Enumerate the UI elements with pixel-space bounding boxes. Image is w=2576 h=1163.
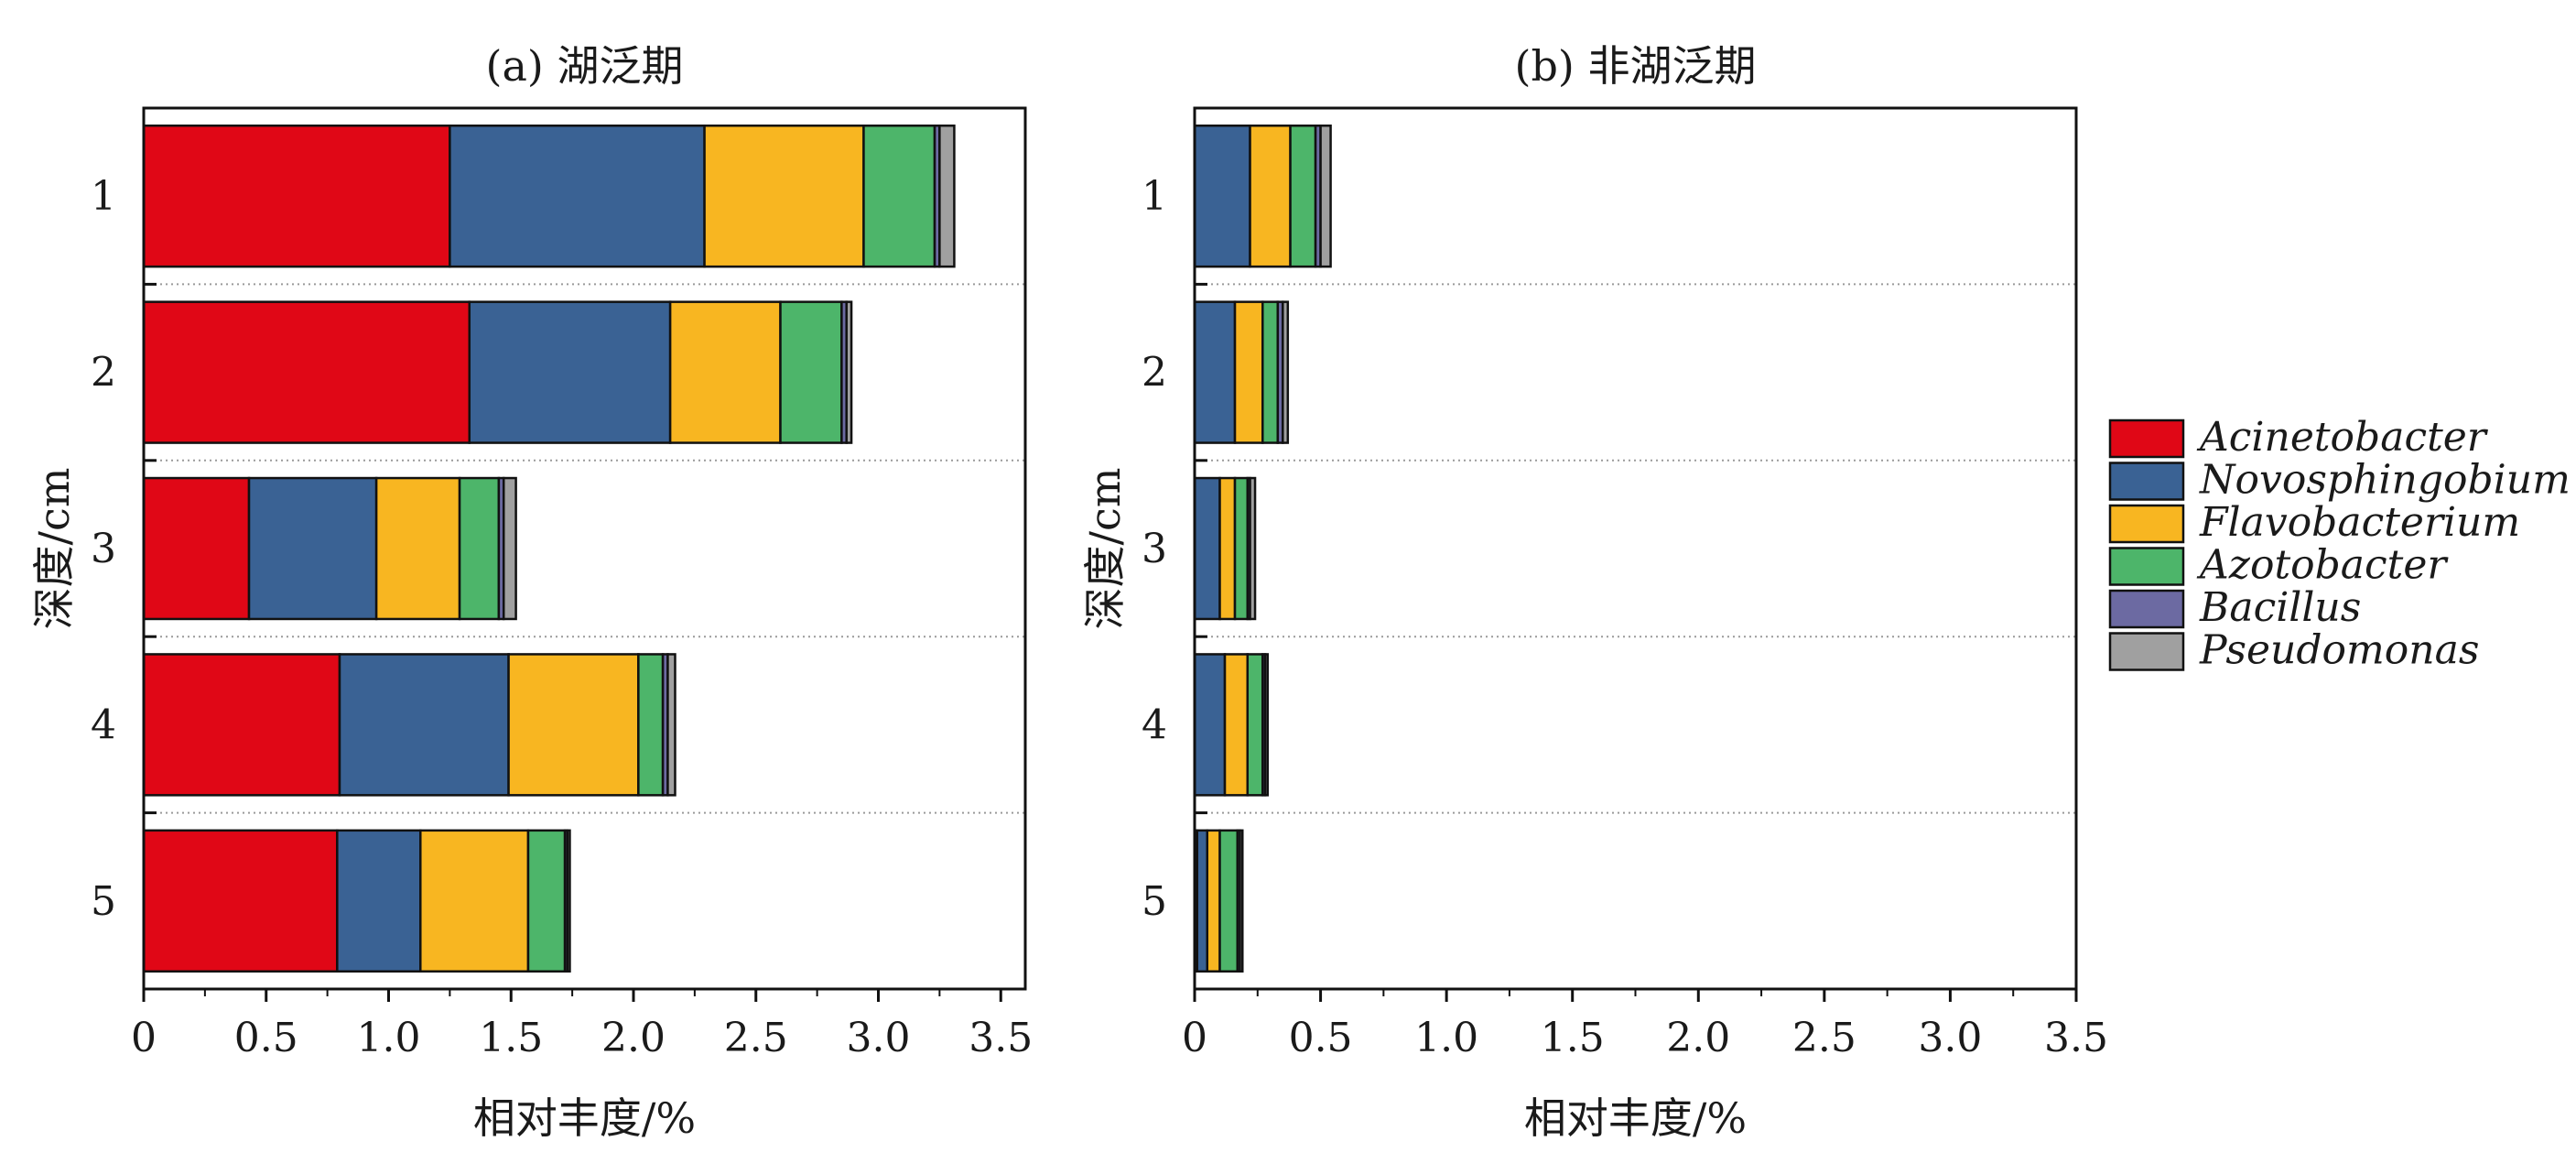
bar-segment-pseudomonas-depth-3: [502, 476, 517, 621]
x-tick-label: 3.5: [969, 1015, 1033, 1061]
bar-segment-acinetobacter-depth-2: [142, 300, 471, 444]
x-tick-label: 1.0: [357, 1015, 421, 1061]
panel-b: 1 2 3 4 5 0 0.5 1.0 1.5 2.0 2.5 3.0 3.5 (b) 非湖泛期相对丰度/…: [1080, 41, 2108, 1143]
bar-segment-pseudomonas-depth-3: [1249, 476, 1257, 621]
x-tick-label: 0.5: [234, 1015, 298, 1061]
x-tick-label: 3.0: [847, 1015, 911, 1061]
y-tick-label: 5: [91, 878, 116, 925]
bar-segment-azotobacter-depth-3: [1233, 476, 1250, 621]
x-tick-label: 2.0: [1666, 1015, 1730, 1061]
bar-segment-pseudomonas-depth-2: [1282, 300, 1290, 444]
bar-segment-novosphingobium-depth-2: [1193, 300, 1237, 444]
y-tick-label: 3: [91, 526, 116, 572]
x-tick-label: 1.0: [1414, 1015, 1478, 1061]
x-tick-label: 2.0: [601, 1015, 666, 1061]
bar-segment-azotobacter-depth-2: [1261, 300, 1280, 444]
bar-segment-novosphingobium-depth-4: [338, 653, 510, 797]
bar-segment-acinetobacter-depth-3: [142, 476, 251, 621]
bar-segment-flavobacterium-depth-5: [419, 829, 530, 973]
x-tick-label: 3.0: [1918, 1015, 1982, 1061]
bar-segment-azotobacter-depth-4: [637, 653, 665, 797]
x-axis-label: 相对丰度/%: [473, 1093, 696, 1143]
bar-segment-azotobacter-depth-5: [526, 829, 567, 973]
bar-segment-azotobacter-depth-2: [779, 300, 843, 444]
x-tick-label: 2.5: [724, 1015, 788, 1061]
legend: AcinetobacterNovosphingobiumFlavobacteri…: [2108, 414, 2571, 674]
bar-segment-acinetobacter-depth-1: [142, 124, 451, 268]
legend-label-azotobacter: Azotobacter: [2196, 542, 2449, 589]
panel-title: (a) 湖泛期: [486, 41, 684, 91]
plot-frame: [142, 106, 1027, 991]
bar-segment-azotobacter-depth-5: [1218, 829, 1239, 973]
panel-title: (b) 非湖泛期: [1515, 41, 1757, 91]
y-axis-label: 深度/cm: [1080, 468, 1130, 630]
bar-segment-novosphingobium-depth-5: [336, 829, 422, 973]
bar-segment-novosphingobium-depth-3: [247, 476, 378, 621]
bar-segment-flavobacterium-depth-2: [1233, 300, 1264, 444]
y-tick-label: 4: [1142, 701, 1167, 748]
x-tick-label: 0.5: [1289, 1015, 1353, 1061]
legend-label-flavobacterium: Flavobacterium: [2199, 499, 2520, 546]
x-tick-label: 2.5: [1792, 1015, 1856, 1061]
bar-segment-flavobacterium-depth-1: [703, 124, 865, 268]
bar-segment-pseudomonas-depth-5: [566, 829, 571, 973]
bar-segment-novosphingobium-depth-5: [1196, 829, 1209, 973]
bar-segment-flavobacterium-depth-3: [1218, 476, 1237, 621]
bar-segment-pseudomonas-depth-1: [938, 124, 956, 268]
legend-label-bacillus: Bacillus: [2199, 584, 2361, 631]
bar-segment-novosphingobium-depth-3: [1193, 476, 1221, 621]
y-tick-label: 1: [1142, 173, 1167, 220]
x-tick-label: 1.5: [1541, 1015, 1605, 1061]
bar-segment-novosphingobium-depth-2: [468, 300, 672, 444]
y-tick-label: 5: [1142, 878, 1167, 925]
y-tick-label: 2: [91, 350, 116, 397]
bar-segment-azotobacter-depth-3: [458, 476, 501, 621]
bar-segment-pseudomonas-depth-4: [666, 653, 676, 797]
legend-swatch-flavobacterium: [2108, 504, 2185, 544]
y-tick-label: 3: [1142, 526, 1167, 572]
bar-segment-azotobacter-depth-1: [1289, 124, 1317, 268]
bar-segment-azotobacter-depth-4: [1246, 653, 1264, 797]
x-tick-label: 3.5: [2044, 1015, 2108, 1061]
x-axis-label: 相对丰度/%: [1524, 1093, 1747, 1143]
y-axis-label: 深度/cm: [29, 468, 79, 630]
bar-segment-acinetobacter-depth-4: [142, 653, 341, 797]
bar-segment-pseudomonas-depth-5: [1239, 829, 1244, 973]
legend-label-novosphingobium: Novosphingobium: [2199, 457, 2571, 504]
bar-segment-flavobacterium-depth-4: [1223, 653, 1250, 797]
bar-segment-flavobacterium-depth-1: [1249, 124, 1292, 268]
legend-swatch-pseudomonas: [2108, 632, 2185, 671]
x-tick-label: 1.5: [479, 1015, 543, 1061]
bar-segment-novosphingobium-depth-4: [1193, 653, 1227, 797]
y-tick-label: 2: [1142, 350, 1167, 397]
legend-swatch-azotobacter: [2108, 547, 2185, 586]
legend-swatch-novosphingobium: [2108, 462, 2185, 501]
bar-segment-flavobacterium-depth-2: [668, 300, 782, 444]
x-tick-label: 0: [131, 1015, 157, 1061]
bar-segment-novosphingobium-depth-1: [449, 124, 706, 268]
legend-label-pseudomonas: Pseudomonas: [2199, 627, 2479, 674]
x-tick-label: 0: [1182, 1015, 1207, 1061]
bar-segment-pseudomonas-depth-1: [1319, 124, 1332, 268]
bar-segment-flavobacterium-depth-5: [1206, 829, 1221, 973]
bar-segment-pseudomonas-depth-4: [1263, 653, 1270, 797]
legend-label-acinetobacter: Acinetobacter: [2196, 414, 2489, 461]
y-tick-label: 1: [91, 173, 116, 220]
bar-segment-acinetobacter-depth-5: [142, 829, 339, 973]
bar-segment-flavobacterium-depth-3: [374, 476, 461, 621]
bar-segment-flavobacterium-depth-4: [507, 653, 640, 797]
panel-a: 1 2 3 4 5 0 0.5 1.0 1.5 2.0 2.5 3.0 3.5 (a) 湖泛期相对丰度/%…: [29, 41, 1033, 1143]
y-tick-label: 4: [91, 701, 116, 748]
legend-swatch-bacillus: [2108, 589, 2185, 629]
bar-segment-azotobacter-depth-1: [862, 124, 936, 268]
legend-swatch-acinetobacter: [2108, 418, 2185, 459]
bar-segment-pseudomonas-depth-2: [845, 300, 853, 444]
bar-segment-novosphingobium-depth-1: [1193, 124, 1251, 268]
